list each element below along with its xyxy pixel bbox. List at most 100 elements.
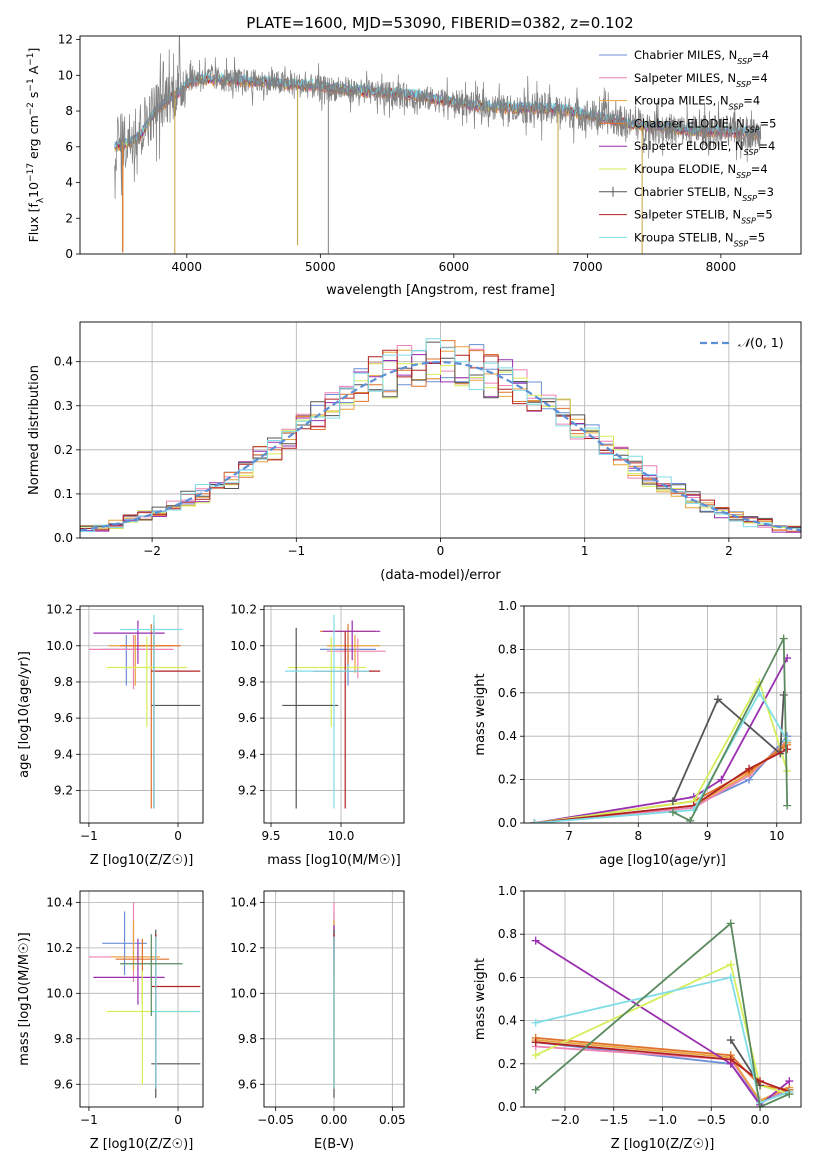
massweight-marker — [726, 973, 735, 982]
age_vs_Z-axes: −1 0 9.2 9.4 9.6 9.8 10.0 10.2 — [46, 603, 203, 843]
spectrum-axes: 4000 5000 6000 7000 8000 0 2 4 6 8 10 12 — [58, 33, 736, 274]
residual-histogram-step — [80, 363, 801, 529]
spectrum-data-line — [114, 36, 762, 199]
massweight_vs_Z-xtick-label: −1.5 — [599, 1113, 628, 1127]
massweight_vs_Z-ytick-label: 0.8 — [498, 927, 517, 941]
massweight_vs_age-ytick-label: 0.6 — [498, 686, 517, 700]
massweight-marker — [726, 919, 735, 928]
mass_vs_Z-ytick-label: 10.2 — [46, 941, 73, 955]
normal-curve — [80, 360, 801, 532]
residuals-xlabel: (data-model)/error — [380, 568, 501, 583]
residuals-axes: −2 −1 0 1 2 0.0 0.1 0.2 0.3 0.4 — [54, 322, 801, 558]
mass_vs_EBV-xtick-label: 0.05 — [379, 1113, 406, 1127]
massweight_vs_Z-xlabel: Z [log10(Z/Z☉)] — [611, 1137, 715, 1152]
massweight_vs_Z-xtick-label: −1.0 — [648, 1113, 677, 1127]
age_vs_Z-ytick-label: 9.8 — [54, 675, 73, 689]
massweight_vs_age-xtick-label: 10 — [769, 829, 784, 843]
mass_vs_EBV-ytick-label: 9.8 — [238, 1032, 257, 1046]
massweight_vs_age-xtick-label: 9 — [704, 829, 712, 843]
age_vs_mass-ytick-label: 9.8 — [238, 675, 257, 689]
spectrum-legend: Chabrier MILES, NSSP=4 Salpeter MILES, NS… — [599, 48, 776, 248]
age_vs_Z-xlabel: Z [log10(Z/Z☉)] — [90, 853, 194, 868]
mass_vs_EBV-xtick-label: −0.05 — [257, 1113, 294, 1127]
massweight-line — [535, 976, 790, 1104]
mass_vs_Z-ylabel: mass [log10(M/M☉)] — [17, 932, 32, 1065]
spectrum-ytick-label: 6 — [65, 140, 73, 154]
massweight_vs_Z-xtick-label: −0.5 — [697, 1113, 726, 1127]
mass_vs_Z-xtick-label: 0 — [174, 1113, 182, 1127]
age_vs_Z-ytick-label: 10.0 — [46, 639, 73, 653]
residuals-ytick-label: 0.4 — [54, 355, 73, 369]
mass_vs_Z-plot-area — [88, 902, 201, 1098]
massweight-marker — [745, 764, 754, 773]
age_vs_mass-ytick-label: 10.0 — [230, 639, 257, 653]
massweight-line — [535, 921, 790, 1107]
massweight_vs_Z-ytick-label: 0.0 — [498, 1100, 517, 1114]
spectrum-ytick-label: 10 — [58, 68, 73, 82]
residuals-xtick-label: −2 — [143, 544, 161, 558]
mass_vs_Z-ytick-label: 9.8 — [54, 1032, 73, 1046]
massweight-marker — [726, 1036, 735, 1045]
spectrum-xtick-label: 7000 — [572, 260, 603, 274]
spectrum-ytick-label: 8 — [65, 104, 73, 118]
massweight-marker — [785, 1090, 794, 1099]
legend-label: 𝒩(0, 1) — [738, 335, 784, 350]
massweight_vs_age-plot-area — [530, 634, 792, 823]
residuals-xtick-label: 1 — [581, 544, 589, 558]
massweight_vs_Z-axes: −2.0 −1.5 −1.0 −0.5 0.0 0.0 0.2 0.4 0.6 0.8 1.0 — [498, 884, 801, 1127]
massweight-marker — [785, 1077, 794, 1086]
massweight-line — [672, 638, 789, 823]
legend-label: Kroupa MILES, NSSP=4 — [634, 94, 760, 112]
massweight-marker — [726, 1055, 735, 1064]
spectrum-xtick-label: 8000 — [706, 260, 737, 274]
massweight_vs_Z-plot-area — [531, 919, 794, 1107]
massweight_vs_age-ytick-label: 0.8 — [498, 642, 517, 656]
age_vs_mass-xtick-label: 10.0 — [328, 829, 355, 843]
spectrum-plot-area — [114, 36, 762, 254]
mass_vs_Z-xtick-label: −1 — [80, 1113, 98, 1127]
age_vs_mass-frame — [263, 605, 405, 824]
spectrum-xtick-label: 5000 — [305, 260, 336, 274]
massweight-line — [672, 694, 785, 802]
mass_vs_EBV-ytick-label: 10.0 — [230, 986, 257, 1000]
age_vs_mass-axes: 9.5 10.0 9.2 9.4 9.6 9.8 10.0 10.2 — [230, 603, 404, 843]
massweight-marker — [779, 634, 788, 643]
spectrum-xtick-label: 4000 — [172, 260, 203, 274]
legend-label: Salpeter MILES, NSSP=4 — [634, 71, 768, 89]
massweight-marker — [756, 1077, 765, 1086]
massweight_vs_age-ylabel: mass weight — [473, 673, 488, 755]
age_vs_Z-ytick-label: 10.2 — [46, 603, 73, 617]
residuals-frame — [79, 321, 802, 539]
spectrum-xtick-label: 6000 — [439, 260, 470, 274]
massweight_vs_age-frame — [523, 605, 802, 824]
residuals-legend: 𝒩(0, 1) — [700, 335, 784, 350]
massweight-marker — [530, 819, 539, 823]
residuals-ytick-label: 0.3 — [54, 399, 73, 413]
residuals-ytick-label: 0.2 — [54, 443, 73, 457]
age_vs_mass-plot-area — [282, 615, 386, 809]
massweight-line — [534, 748, 788, 823]
massweight-marker — [783, 736, 792, 745]
massweight-line — [534, 690, 788, 823]
age_vs_mass-xtick-label: 9.5 — [261, 829, 280, 843]
massweight-line — [534, 657, 788, 823]
age_vs_Z-xtick-label: −1 — [80, 829, 98, 843]
massweight_vs_Z-ytick-label: 0.4 — [498, 1014, 517, 1028]
mass_vs_Z-ytick-label: 10.4 — [46, 895, 73, 909]
massweight_vs_Z-ylabel: mass weight — [473, 958, 488, 1040]
age_vs_mass-ytick-label: 9.4 — [238, 747, 257, 761]
mass_vs_EBV-xtick-label: 0.00 — [321, 1113, 348, 1127]
spectrum-xlabel: wavelength [Angstrom, rest frame] — [326, 283, 555, 298]
massweight-marker — [531, 1018, 540, 1027]
massweight_vs_Z-ytick-label: 0.6 — [498, 970, 517, 984]
massweight_vs_age-xtick-label: 8 — [634, 829, 642, 843]
mass_vs_EBV-ytick-label: 10.2 — [230, 941, 257, 955]
legend-label: Salpeter ELODIE, NSSP=4 — [634, 139, 775, 157]
age_vs_Z-xtick-label: 0 — [174, 829, 182, 843]
massweight_vs_age-ytick-label: 0.4 — [498, 729, 517, 743]
massweight-marker — [756, 1103, 765, 1107]
mass_vs_EBV-ytick-label: 10.4 — [230, 895, 257, 909]
massweight-marker — [726, 960, 735, 969]
legend-label: Kroupa STELIB, NSSP=5 — [634, 230, 765, 248]
mass_vs_Z-xlabel: Z [log10(Z/Z☉)] — [90, 1137, 194, 1152]
